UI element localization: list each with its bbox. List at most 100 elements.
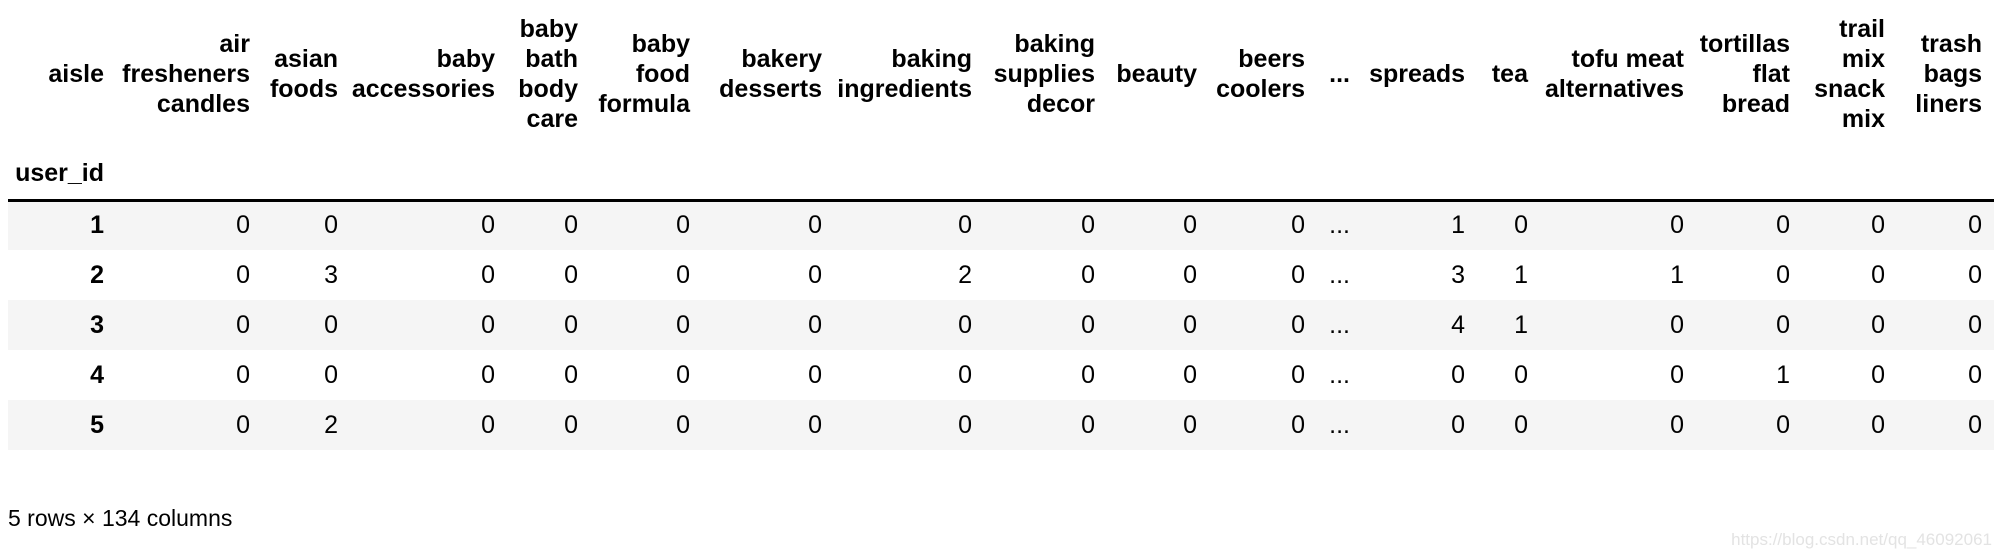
cell: 0 xyxy=(1081,211,1095,240)
cell: 3 xyxy=(324,260,338,289)
row-index: 4 xyxy=(90,360,104,389)
cell: 0 xyxy=(1871,260,1885,289)
column-header: trash bags liners xyxy=(1915,30,1982,118)
cell: 0 xyxy=(1871,360,1885,389)
cell: 1 xyxy=(1670,260,1684,289)
cell: 1 xyxy=(1514,260,1528,289)
cell: 0 xyxy=(1291,211,1305,240)
cell: 1 xyxy=(1451,211,1465,240)
column-header: baby food formula xyxy=(598,30,690,118)
cell: 0 xyxy=(481,410,495,439)
cell: 0 xyxy=(808,211,822,240)
cell: 1 xyxy=(1514,310,1528,339)
columns-axis-name: aisle xyxy=(48,60,104,88)
cell: 0 xyxy=(1081,410,1095,439)
cell: 0 xyxy=(676,211,690,240)
cell: 0 xyxy=(1183,310,1197,339)
cell: 0 xyxy=(1871,211,1885,240)
cell: 0 xyxy=(1291,410,1305,439)
cell: 0 xyxy=(1670,410,1684,439)
table-row: 4 0 0 0 0 0 0 0 0 0 0 ... 0 0 0 1 0 0 xyxy=(8,350,1994,400)
cell: 0 xyxy=(1451,410,1465,439)
row-index: 1 xyxy=(90,211,104,240)
cell: 0 xyxy=(236,360,250,389)
cell: 0 xyxy=(236,410,250,439)
table-row: 3 0 0 0 0 0 0 0 0 0 0 ... 4 1 0 0 0 0 xyxy=(8,300,1994,350)
table-row: 1 0 0 0 0 0 0 0 0 0 0 ... 1 0 0 0 0 0 xyxy=(8,200,1994,250)
column-header: bakery desserts xyxy=(719,45,822,103)
cell: 0 xyxy=(676,410,690,439)
cell: 0 xyxy=(1183,260,1197,289)
index-name: user_id xyxy=(8,148,116,202)
cell: 0 xyxy=(236,310,250,339)
cell: 0 xyxy=(324,360,338,389)
cell: 0 xyxy=(1081,360,1095,389)
cell: 0 xyxy=(1183,410,1197,439)
dataframe-table: aisle air fresheners candles asian foods… xyxy=(8,0,1994,450)
cell: 0 xyxy=(564,260,578,289)
cell-ellipsis: ... xyxy=(1329,410,1350,439)
cell: 0 xyxy=(1871,310,1885,339)
row-index: 5 xyxy=(90,410,104,439)
cell: 0 xyxy=(958,360,972,389)
cell: 0 xyxy=(1776,310,1790,339)
cell: 0 xyxy=(808,360,822,389)
cell: 0 xyxy=(1968,410,1982,439)
column-header: beers coolers xyxy=(1216,45,1305,103)
cell: 0 xyxy=(1968,310,1982,339)
cell: 0 xyxy=(1776,410,1790,439)
cell: 0 xyxy=(808,410,822,439)
cell: 0 xyxy=(1291,310,1305,339)
column-header: baby accessories xyxy=(351,45,495,103)
column-header: air fresheners candles xyxy=(122,30,250,118)
row-index: 3 xyxy=(90,310,104,339)
cell: 0 xyxy=(1968,260,1982,289)
cell: 0 xyxy=(1670,310,1684,339)
column-header: asian foods xyxy=(269,45,338,103)
column-header: trail mix snack mix xyxy=(1814,15,1885,133)
cell: 0 xyxy=(324,211,338,240)
cell: 0 xyxy=(1871,410,1885,439)
cell: 0 xyxy=(1968,211,1982,240)
index-name-row: user_id xyxy=(8,148,1994,202)
cell: 0 xyxy=(808,310,822,339)
cell: 0 xyxy=(676,360,690,389)
cell: 2 xyxy=(324,410,338,439)
shape-summary: 5 rows × 134 columns xyxy=(8,505,233,531)
cell: 0 xyxy=(236,211,250,240)
cell: 0 xyxy=(1514,410,1528,439)
cell: 0 xyxy=(958,310,972,339)
column-header: tortillas flat bread xyxy=(1699,30,1790,118)
column-header: baby bath body care xyxy=(518,15,578,133)
cell: 0 xyxy=(1451,360,1465,389)
cell: 2 xyxy=(958,260,972,289)
column-header: spreads xyxy=(1369,60,1465,88)
cell: 0 xyxy=(236,260,250,289)
cell: 0 xyxy=(1291,360,1305,389)
cell: 0 xyxy=(1514,360,1528,389)
cell: 0 xyxy=(481,260,495,289)
cell: 0 xyxy=(1968,360,1982,389)
index-name-spacer xyxy=(116,148,1994,202)
cell: 1 xyxy=(1776,360,1790,389)
table-row: 2 0 3 0 0 0 0 2 0 0 0 ... 3 1 1 0 0 0 xyxy=(8,250,1994,300)
cell: 0 xyxy=(676,260,690,289)
cell: 0 xyxy=(564,410,578,439)
cell: 4 xyxy=(1451,310,1465,339)
column-header: beauty xyxy=(1116,60,1197,88)
cell: 3 xyxy=(1451,260,1465,289)
column-header: baking ingredients xyxy=(837,45,972,103)
column-header-ellipsis: ... xyxy=(1329,60,1350,88)
cell: 0 xyxy=(564,211,578,240)
cell: 0 xyxy=(324,310,338,339)
cell-ellipsis: ... xyxy=(1329,310,1350,339)
cell-ellipsis: ... xyxy=(1329,260,1350,289)
cell: 0 xyxy=(958,410,972,439)
cell: 0 xyxy=(958,211,972,240)
column-header: baking supplies decor xyxy=(993,30,1095,118)
cell: 0 xyxy=(1670,360,1684,389)
cell: 0 xyxy=(481,310,495,339)
cell: 0 xyxy=(1776,211,1790,240)
cell: 0 xyxy=(1514,211,1528,240)
